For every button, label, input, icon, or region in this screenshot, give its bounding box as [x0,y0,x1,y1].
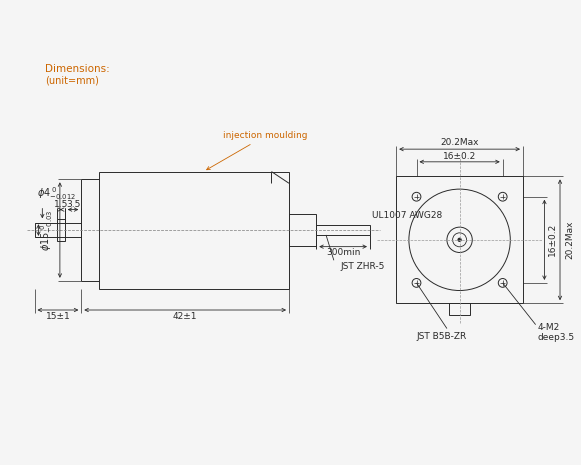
Bar [396,176,523,303]
Text: 300min: 300min [326,248,360,257]
Text: deep3.5: deep3.5 [537,333,575,342]
Text: 15±1: 15±1 [45,312,70,321]
Circle shape [458,239,461,241]
Text: 42±1: 42±1 [173,312,198,321]
Text: 4-M2: 4-M2 [537,323,560,332]
Text: 20.2Max: 20.2Max [565,220,574,259]
Text: $\phi$4$^{\ 0}_{-0.012}$: $\phi$4$^{\ 0}_{-0.012}$ [37,185,77,202]
Text: 20.2Max: 20.2Max [440,138,479,147]
Text: JST ZHR-5: JST ZHR-5 [340,262,385,271]
Text: $\phi$15$^{\ 0}_{-0.03}$: $\phi$15$^{\ 0}_{-0.03}$ [38,209,55,251]
Bar [34,223,81,237]
Text: 16±0.2: 16±0.2 [548,223,557,256]
Bar [449,303,470,315]
Bar [289,214,316,246]
Text: 3.5: 3.5 [66,200,80,209]
Text: Dimensions:: Dimensions: [45,64,110,74]
Text: 1.5: 1.5 [53,200,68,209]
Bar [316,225,370,235]
Text: 16±0.2: 16±0.2 [443,153,476,161]
Text: JST B5B-ZR: JST B5B-ZR [417,332,467,341]
Text: (unit=mm): (unit=mm) [45,76,99,86]
Bar [99,172,289,289]
Bar [57,219,64,241]
Text: injection moulding: injection moulding [207,132,307,170]
Text: UL1007 AWG28: UL1007 AWG28 [372,211,442,220]
